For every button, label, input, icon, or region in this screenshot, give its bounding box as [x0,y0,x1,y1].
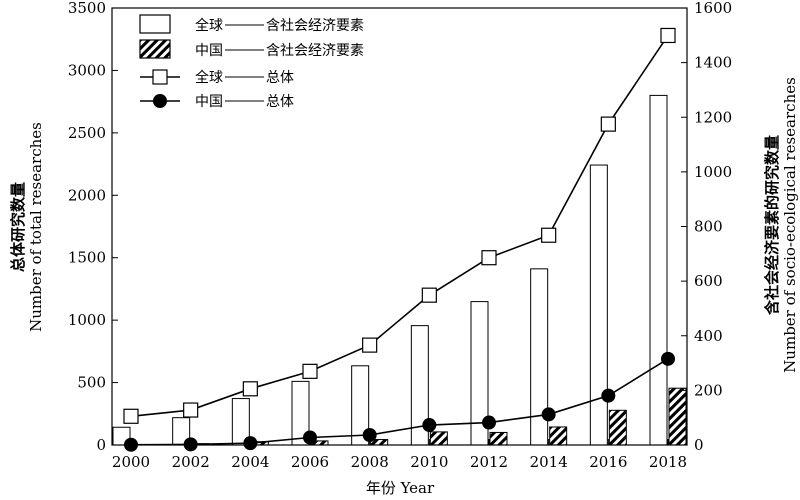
point-global-total [541,227,557,243]
left-axis-title-en: Number of total researches [27,122,45,332]
x-tick-label: 2016 [589,453,627,471]
point-china-total [482,415,496,430]
point-global-total [242,381,258,397]
bar-series-china-socio [131,387,687,446]
x-tick-label: 2010 [410,453,448,471]
right-tick-label: 1200 [694,108,732,126]
x-axis-ticks: 2000 2002 2004 2006 2008 2010 2012 2014 2016 2018 [112,439,687,471]
right-tick-label: 200 [694,381,723,399]
left-tick-label: 2000 [68,186,106,204]
bar-global-socio [649,94,668,446]
x-tick-label: 2004 [231,453,269,471]
left-tick-label: 0 [96,436,106,454]
right-axis-ticks: 0 200 400 600 800 1000 1200 1400 1600 [681,0,732,454]
legend-desc: 总体 [266,94,294,110]
legend-item-china-socio-bar: 中国 含社会经济要素 [139,39,364,59]
line-global-total [130,35,669,418]
bar-china-socio [668,387,687,446]
legend: 全球 含社会经济要素 中国 含社会经济要素 全球 总体 中国 总体 [139,14,364,110]
point-global-total [421,287,437,303]
bar-series-global-socio [112,94,668,446]
point-global-total [660,27,676,44]
right-tick-label: 1000 [694,163,732,181]
legend-item-global-socio-bar: 全球 含社会经济要素 [139,14,364,34]
point-global-total [600,116,616,132]
legend-desc: 含社会经济要素 [266,18,364,34]
point-global-total [302,363,318,379]
x-tick-label: 2012 [470,453,508,471]
x-axis-title: 年份 Year [366,479,435,497]
right-axis-title-cn: 含社会经济要素的研究数量 [763,135,781,315]
right-tick-label: 400 [694,327,723,345]
right-tick-label: 800 [694,218,723,236]
legend-desc: 含社会经济要素 [266,43,364,59]
right-tick-label: 1600 [694,0,732,17]
legend-item-china-total-line: 中国 总体 [140,94,294,110]
point-china-total [601,388,616,403]
legend-region: 中国 [195,94,223,110]
point-china-total [541,407,556,422]
legend-desc: 总体 [266,70,294,86]
x-tick-label: 2006 [291,453,329,471]
x-tick-label: 2008 [351,453,389,471]
x-tick-label: 2014 [530,453,568,471]
left-tick-label: 2500 [68,124,106,142]
x-tick-label: 2000 [112,453,150,471]
x-tick-label: 2018 [649,453,687,471]
left-tick-label: 500 [77,374,106,392]
bar-china-socio [489,431,508,446]
left-tick-label: 1000 [68,311,106,329]
legend-item-global-total-line: 全球 总体 [140,69,294,86]
right-tick-label: 600 [694,272,723,290]
point-global-total [183,402,199,418]
legend-marker-filled-circle [153,94,167,108]
legend-marker-open-square [152,69,168,85]
point-global-total [123,408,139,424]
point-china-total [422,418,437,433]
point-global-total [481,250,497,266]
bar-china-socio [549,426,568,446]
legend-swatch-hatched-bar [139,39,171,59]
right-tick-label: 1400 [694,54,732,72]
legend-region: 中国 [195,43,223,59]
point-global-total [362,337,378,353]
left-axis-title-cn: 总体研究数量 [9,182,27,272]
point-china-total [661,351,675,366]
left-axis-ticks: 0 500 1000 1500 2000 2500 3000 3500 [68,0,118,454]
left-tick-label: 3500 [68,0,106,17]
legend-region: 全球 [195,69,223,86]
legend-swatch-open-bar [139,14,171,34]
right-tick-label: 0 [694,436,704,454]
left-tick-label: 3000 [68,61,106,79]
bar-china-socio [429,431,448,446]
bar-china-socio [608,409,627,446]
left-tick-label: 1500 [68,249,106,267]
point-china-total [362,428,377,443]
line-china-total [130,358,669,446]
legend-region: 全球 [195,17,223,34]
right-axis-title-en: Number of socio-ecological researches [781,77,799,373]
bar-global-socio [589,164,608,446]
x-tick-label: 2002 [172,453,210,471]
line-series-group [123,27,676,452]
point-china-total [303,430,317,445]
